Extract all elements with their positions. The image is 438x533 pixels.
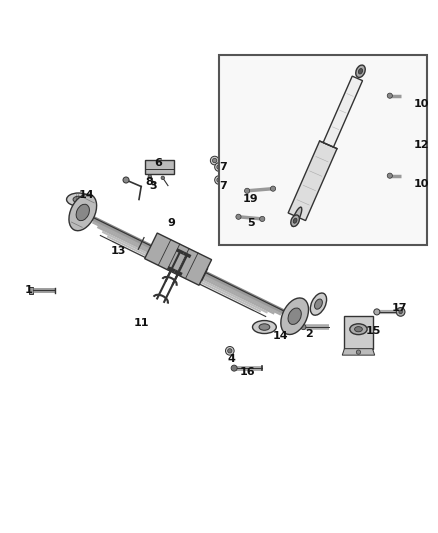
Circle shape [236, 214, 241, 220]
Ellipse shape [73, 196, 84, 203]
Ellipse shape [259, 324, 270, 330]
Bar [219, 54, 427, 245]
Ellipse shape [350, 324, 367, 335]
Circle shape [396, 308, 405, 316]
Circle shape [399, 310, 403, 313]
Text: 5: 5 [247, 218, 255, 228]
Text: 8: 8 [145, 177, 153, 187]
Text: 19: 19 [243, 195, 258, 205]
Text: 10: 10 [413, 99, 429, 109]
Text: 13: 13 [111, 246, 126, 256]
Circle shape [212, 158, 217, 163]
Ellipse shape [311, 293, 327, 315]
Ellipse shape [291, 215, 300, 227]
Circle shape [221, 156, 230, 165]
Polygon shape [145, 233, 212, 285]
Ellipse shape [292, 207, 302, 227]
Text: 17: 17 [392, 303, 407, 312]
Ellipse shape [69, 194, 97, 231]
Circle shape [215, 176, 223, 184]
Text: 2: 2 [305, 328, 313, 338]
Text: 4: 4 [228, 354, 236, 365]
Ellipse shape [76, 204, 89, 221]
Circle shape [231, 365, 237, 371]
Circle shape [123, 177, 129, 183]
Polygon shape [344, 316, 372, 349]
Text: 10: 10 [413, 179, 429, 189]
Circle shape [260, 216, 265, 222]
Circle shape [161, 176, 165, 180]
Text: 14: 14 [78, 190, 94, 200]
Circle shape [210, 156, 219, 165]
Polygon shape [323, 76, 363, 147]
Ellipse shape [314, 299, 322, 309]
Text: 16: 16 [239, 367, 255, 377]
Circle shape [270, 186, 276, 191]
Circle shape [301, 325, 306, 329]
Circle shape [374, 309, 380, 315]
Circle shape [244, 188, 250, 193]
Text: 15: 15 [366, 326, 381, 336]
Ellipse shape [355, 327, 362, 332]
Ellipse shape [358, 69, 363, 74]
Ellipse shape [281, 298, 308, 335]
Text: 1: 1 [25, 285, 32, 295]
Text: 7: 7 [219, 182, 227, 191]
Text: 3: 3 [150, 182, 157, 191]
Ellipse shape [67, 193, 90, 206]
Circle shape [217, 165, 221, 169]
Text: 7: 7 [219, 162, 227, 172]
Circle shape [217, 178, 221, 182]
Circle shape [387, 173, 392, 178]
Text: 14: 14 [273, 330, 289, 341]
Text: 12: 12 [413, 140, 429, 150]
Ellipse shape [288, 308, 301, 325]
Ellipse shape [253, 320, 276, 334]
Ellipse shape [293, 218, 297, 223]
Polygon shape [342, 349, 374, 355]
Polygon shape [29, 287, 33, 294]
Polygon shape [288, 141, 337, 221]
Text: 9: 9 [167, 218, 175, 228]
Circle shape [215, 163, 223, 172]
Circle shape [387, 93, 392, 98]
Circle shape [228, 349, 232, 353]
Circle shape [226, 179, 230, 183]
Circle shape [223, 158, 228, 163]
Polygon shape [145, 160, 173, 174]
Circle shape [356, 350, 360, 354]
Text: 11: 11 [134, 318, 149, 328]
Circle shape [223, 176, 232, 185]
Ellipse shape [356, 65, 365, 77]
Circle shape [226, 346, 234, 355]
Circle shape [148, 175, 152, 178]
Text: 6: 6 [154, 158, 162, 168]
